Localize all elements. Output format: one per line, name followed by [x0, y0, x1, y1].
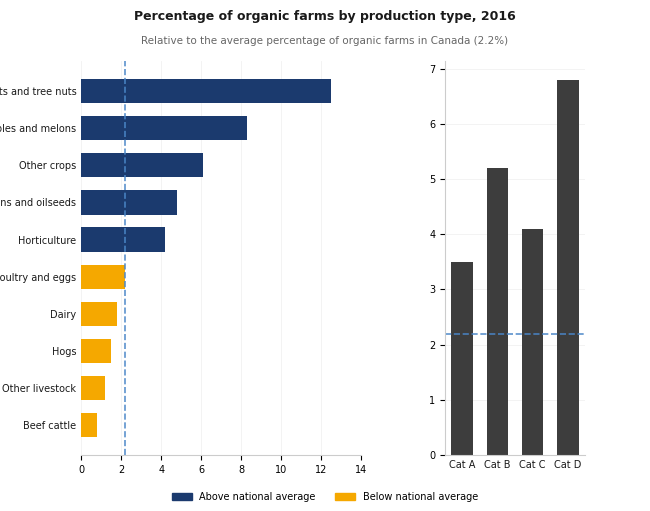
Bar — [81, 117, 247, 141]
Text: Percentage of organic farms by production type, 2016: Percentage of organic farms by productio… — [134, 10, 516, 23]
Bar — [81, 339, 111, 363]
Bar — [81, 79, 331, 103]
Bar — [81, 265, 125, 289]
Text: Relative to the average percentage of organic farms in Canada (2.2%): Relative to the average percentage of or… — [142, 36, 508, 46]
Bar — [81, 301, 117, 326]
Bar — [452, 262, 473, 455]
Bar — [558, 80, 579, 455]
Bar — [81, 153, 203, 177]
Bar — [81, 191, 177, 215]
Bar — [81, 413, 98, 437]
Bar — [81, 227, 165, 251]
Bar — [487, 168, 508, 455]
Bar — [522, 229, 543, 455]
Legend: Above national average, Below national average: Above national average, Below national a… — [168, 489, 482, 506]
Bar — [81, 376, 105, 400]
